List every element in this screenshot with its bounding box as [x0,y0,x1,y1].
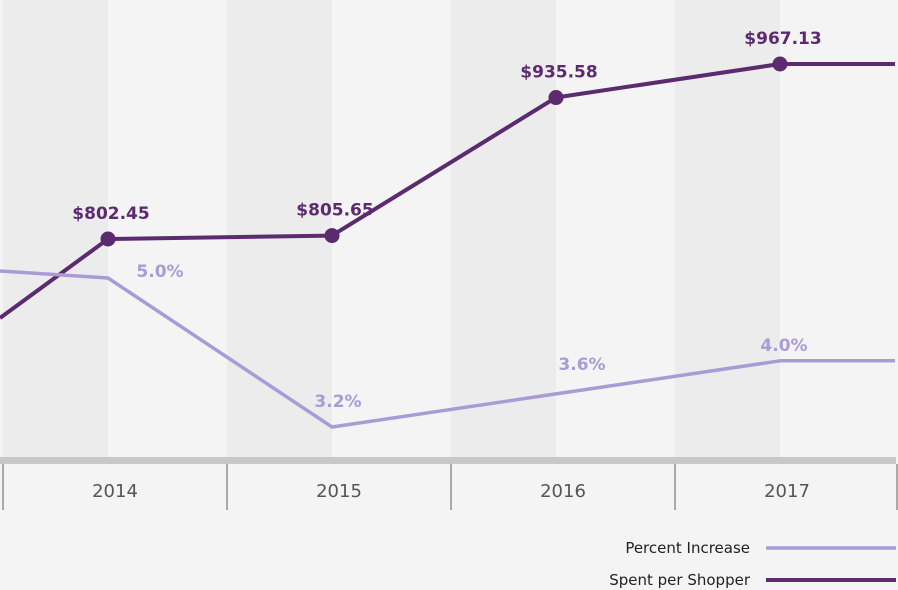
point-spent-per-shopper-2016 [548,90,564,106]
data-labels: $802.45 $805.65 $935.58 $967.13 5.0% 3.2% 3.6%… [72,29,821,412]
band-dark-2017 [675,0,780,457]
x-tick-label-2014: 2014 [92,481,138,502]
band-dark-2014 [3,0,108,457]
x-tick-label-2015: 2015 [316,481,362,502]
x-axis: 2014 2015 2016 2017 [0,457,898,510]
point-spent-per-shopper-2017 [772,56,788,72]
x-tick-label-2016: 2016 [540,481,586,502]
legend-label-percent-increase: Percent Increase [625,539,750,557]
data-label-percent-increase-2014: 5.0% [136,262,183,282]
column-bands [3,0,898,457]
band-light-2015 [332,0,451,457]
series-line-spent-per-shopper [0,62,895,320]
data-label-percent-increase-2016: 3.6% [558,355,605,375]
band-dark-2015 [227,0,332,457]
legend-label-spent-per-shopper: Spent per Shopper [609,571,751,589]
legend: Percent Increase Spent per Shopper [609,539,896,589]
series-markers [100,56,788,247]
point-spent-per-shopper-2014 [100,231,116,247]
series-line-percent-increase [0,269,895,429]
data-label-spent-per-shopper-2017: $967.13 [744,29,821,49]
data-label-percent-increase-2015: 3.2% [314,392,361,412]
data-label-spent-per-shopper-2014: $802.45 [72,204,149,224]
data-label-spent-per-shopper-2016: $935.58 [520,63,597,83]
series-lines [0,62,895,429]
data-label-percent-increase-2017: 4.0% [760,336,807,356]
band-light-2014 [108,0,227,457]
x-axis-bar [0,457,896,464]
data-label-spent-per-shopper-2015: $805.65 [296,201,373,221]
point-spent-per-shopper-2015 [324,228,340,244]
x-tick-label-2017: 2017 [764,481,810,502]
band-light-2017 [780,0,898,457]
band-dark-2016 [451,0,556,457]
